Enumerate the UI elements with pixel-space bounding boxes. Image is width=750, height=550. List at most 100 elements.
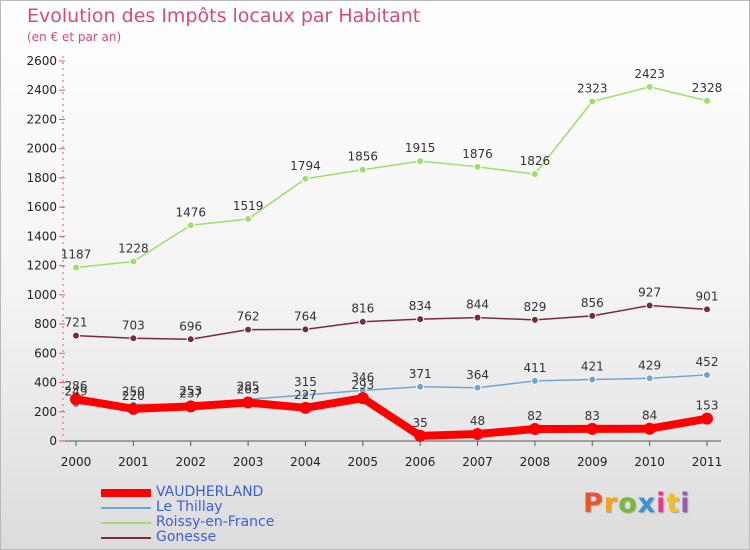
chart-subtitle: (en € et par an) bbox=[27, 30, 122, 44]
data-point-roissy-en-france bbox=[703, 96, 711, 105]
data-label-roissy-en-france: 1476 bbox=[175, 205, 206, 219]
x-tick-label: 2011 bbox=[692, 455, 723, 469]
data-label-vaudherland: 220 bbox=[122, 389, 145, 403]
x-tick-label: 2001 bbox=[118, 455, 149, 469]
data-point-roissy-en-france bbox=[301, 174, 310, 183]
x-tick-label: 2000 bbox=[61, 455, 92, 469]
data-label-roissy-en-france: 1794 bbox=[290, 159, 321, 173]
data-point-le-thillay bbox=[703, 370, 711, 379]
y-tick-label: 800 bbox=[34, 317, 57, 331]
legend-label-le-thillay: Le Thillay bbox=[156, 499, 223, 515]
y-tick-label: 2400 bbox=[26, 83, 57, 97]
x-tick-label: 2002 bbox=[175, 455, 206, 469]
series-line-gonesse bbox=[75, 304, 708, 341]
data-label-vaudherland: 83 bbox=[585, 409, 600, 423]
data-label-le-thillay: 364 bbox=[466, 368, 489, 382]
data-label-gonesse: 703 bbox=[122, 318, 145, 332]
legend-swatch-le-thillay bbox=[101, 507, 151, 509]
data-point-roissy-en-france bbox=[588, 97, 597, 106]
data-label-vaudherland: 237 bbox=[179, 386, 202, 400]
data-point-le-thillay bbox=[473, 383, 482, 392]
data-label-roissy-en-france: 1915 bbox=[405, 141, 436, 155]
data-label-roissy-en-france: 2328 bbox=[692, 81, 723, 95]
data-point-le-thillay bbox=[301, 390, 310, 399]
legend-label-gonesse: Gonesse bbox=[156, 529, 217, 545]
y-tick-label: 200 bbox=[34, 405, 57, 419]
y-tick-label: 2200 bbox=[26, 112, 57, 126]
data-point-roissy-en-france bbox=[129, 257, 138, 266]
legend-swatch-gonesse bbox=[101, 537, 151, 539]
data-label-gonesse: 762 bbox=[237, 310, 260, 324]
data-point-le-thillay bbox=[588, 375, 597, 384]
data-label-le-thillay: 429 bbox=[638, 358, 661, 372]
data-point-vaudherland bbox=[299, 401, 312, 414]
data-label-roissy-en-france: 1856 bbox=[348, 150, 379, 164]
y-tick-label: 2600 bbox=[26, 54, 57, 68]
data-point-gonesse bbox=[301, 325, 310, 334]
data-point-gonesse bbox=[72, 331, 80, 340]
data-point-gonesse bbox=[358, 317, 367, 326]
x-tick-label: 2005 bbox=[348, 455, 379, 469]
data-label-gonesse: 844 bbox=[466, 298, 489, 312]
data-label-gonesse: 901 bbox=[696, 289, 719, 303]
data-point-vaudherland bbox=[701, 412, 713, 425]
data-point-vaudherland bbox=[242, 396, 255, 409]
data-label-gonesse: 764 bbox=[294, 309, 317, 323]
data-label-vaudherland: 227 bbox=[294, 388, 317, 402]
legend-swatch-roissy-en-france bbox=[101, 522, 151, 524]
data-point-le-thillay bbox=[416, 382, 425, 391]
legend-label-vaudherland: VAUDHERLAND bbox=[156, 484, 264, 500]
data-label-vaudherland: 48 bbox=[470, 414, 485, 428]
data-label-roissy-en-france: 1187 bbox=[61, 248, 92, 262]
data-label-le-thillay: 411 bbox=[523, 361, 546, 375]
data-label-vaudherland: 82 bbox=[527, 409, 542, 423]
x-tick-label: 2007 bbox=[462, 455, 493, 469]
data-point-gonesse bbox=[703, 305, 711, 314]
data-point-roissy-en-france bbox=[186, 221, 195, 230]
data-point-gonesse bbox=[588, 311, 597, 320]
y-tick-label: 2000 bbox=[26, 142, 57, 156]
legend-label-roissy-en-france: Roissy-en-France bbox=[156, 514, 275, 530]
y-tick-label: 1600 bbox=[26, 200, 57, 214]
data-label-le-thillay: 315 bbox=[294, 375, 317, 389]
data-label-roissy-en-france: 1519 bbox=[233, 199, 264, 213]
data-label-gonesse: 927 bbox=[638, 286, 661, 300]
x-tick-label: 2003 bbox=[233, 455, 264, 469]
y-tick-label: 1000 bbox=[26, 288, 57, 302]
data-point-vaudherland bbox=[70, 393, 82, 406]
data-point-gonesse bbox=[416, 315, 425, 324]
data-label-gonesse: 856 bbox=[581, 296, 604, 310]
data-label-gonesse: 696 bbox=[179, 319, 202, 333]
data-label-vaudherland: 263 bbox=[237, 383, 260, 397]
data-point-vaudherland bbox=[414, 429, 427, 442]
data-point-vaudherland bbox=[356, 392, 369, 405]
data-label-vaudherland: 286 bbox=[65, 379, 88, 393]
y-tick-label: 600 bbox=[34, 346, 57, 360]
data-point-le-thillay bbox=[530, 376, 539, 385]
x-tick-label: 2006 bbox=[405, 455, 436, 469]
x-tick-label: 2008 bbox=[520, 455, 551, 469]
series-line-roissy-en-france bbox=[75, 86, 708, 269]
data-label-gonesse: 816 bbox=[351, 302, 374, 316]
proxiti-logo: Proxiti bbox=[583, 488, 691, 519]
data-label-le-thillay: 285 bbox=[237, 379, 260, 393]
x-tick-label: 2004 bbox=[290, 455, 321, 469]
data-point-roissy-en-france bbox=[530, 170, 539, 179]
data-label-le-thillay: 452 bbox=[696, 355, 719, 369]
chart-title: Evolution des Impôts locaux par Habitant bbox=[27, 5, 421, 27]
data-point-vaudherland bbox=[471, 427, 484, 440]
data-label-gonesse: 829 bbox=[523, 300, 546, 314]
data-point-roissy-en-france bbox=[473, 162, 482, 171]
data-label-le-thillay: 250 bbox=[122, 384, 145, 398]
legend-swatch-vaudherland bbox=[101, 489, 151, 497]
data-point-roissy-en-france bbox=[72, 263, 80, 272]
data-label-roissy-en-france: 2423 bbox=[634, 67, 665, 81]
data-point-gonesse bbox=[129, 334, 138, 343]
x-tick-label: 2009 bbox=[577, 455, 608, 469]
data-point-gonesse bbox=[186, 335, 195, 344]
data-label-roissy-en-france: 1876 bbox=[462, 147, 493, 161]
y-tick-label: 0 bbox=[49, 434, 57, 448]
data-label-gonesse: 721 bbox=[65, 316, 88, 330]
